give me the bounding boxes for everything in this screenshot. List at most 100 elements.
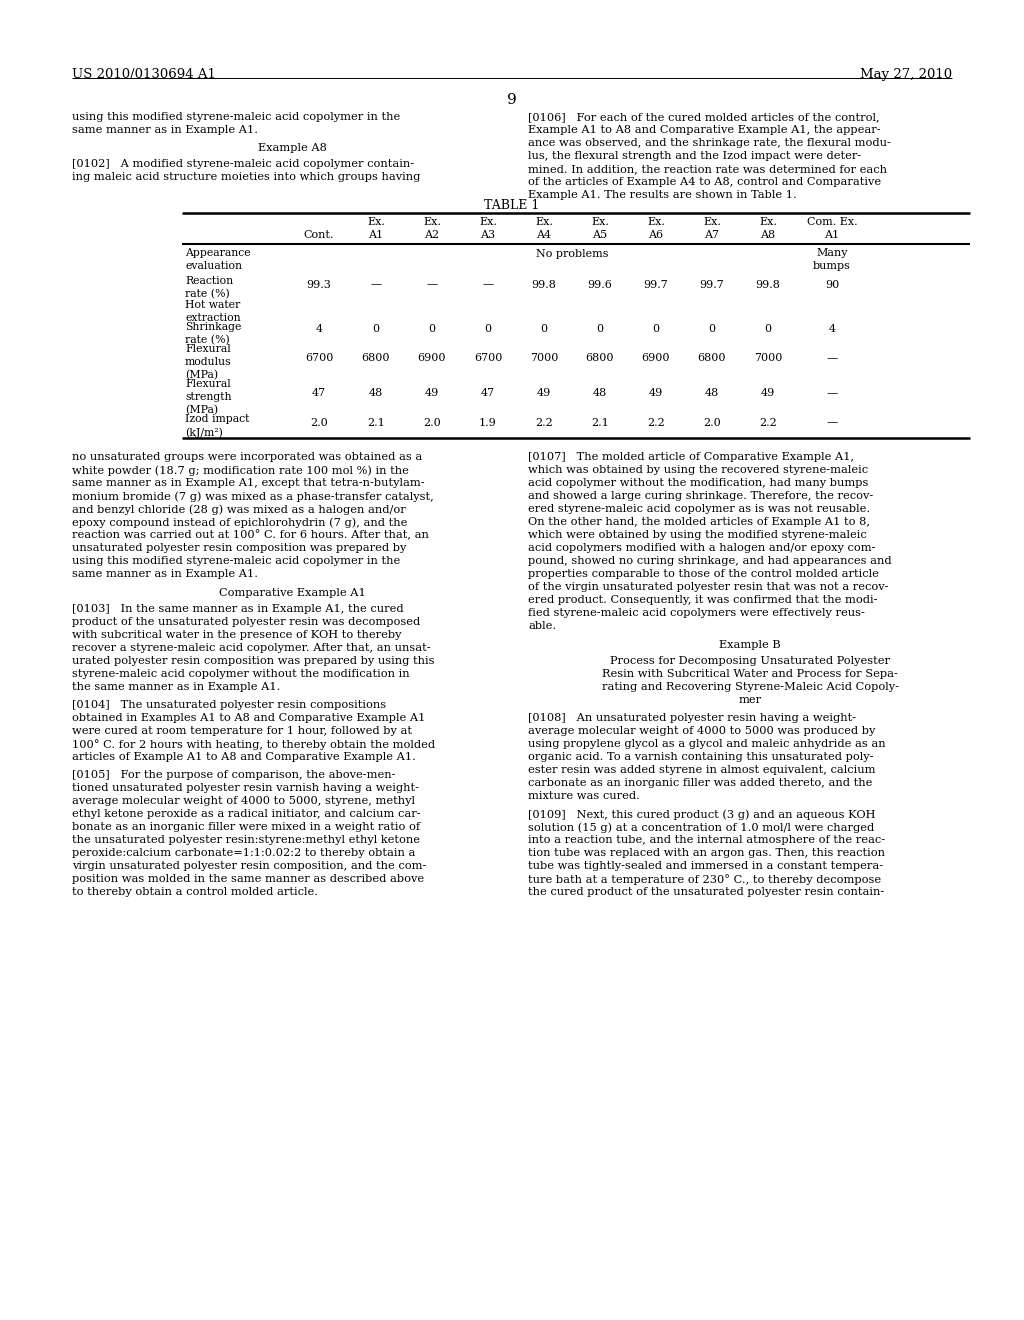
Text: 99.6: 99.6 xyxy=(588,280,612,289)
Text: [0109]   Next, this cured product (3 g) and an aqueous KOH: [0109] Next, this cured product (3 g) an… xyxy=(528,809,876,820)
Text: ethyl ketone peroxide as a radical initiator, and calcium car-: ethyl ketone peroxide as a radical initi… xyxy=(72,809,421,818)
Text: A2: A2 xyxy=(424,230,439,240)
Text: extraction: extraction xyxy=(185,313,241,323)
Text: 0: 0 xyxy=(484,325,492,334)
Text: (MPa): (MPa) xyxy=(185,370,218,380)
Text: A1: A1 xyxy=(824,230,840,240)
Text: 100° C. for 2 hours with heating, to thereby obtain the molded: 100° C. for 2 hours with heating, to the… xyxy=(72,739,435,750)
Text: Ex.: Ex. xyxy=(423,216,441,227)
Text: able.: able. xyxy=(528,620,556,631)
Text: (kJ/m²): (kJ/m²) xyxy=(185,426,223,437)
Text: US 2010/0130694 A1: US 2010/0130694 A1 xyxy=(72,69,216,81)
Text: articles of Example A1 to A8 and Comparative Example A1.: articles of Example A1 to A8 and Compara… xyxy=(72,752,416,762)
Text: [0107]   The molded article of Comparative Example A1,: [0107] The molded article of Comparative… xyxy=(528,451,854,462)
Text: A4: A4 xyxy=(537,230,552,240)
Text: —: — xyxy=(371,280,382,289)
Text: into a reaction tube, and the internal atmosphere of the reac-: into a reaction tube, and the internal a… xyxy=(528,836,885,845)
Text: same manner as in Example A1, except that tetra-n-butylam-: same manner as in Example A1, except tha… xyxy=(72,478,425,488)
Text: ered styrene-maleic acid copolymer as is was not reusable.: ered styrene-maleic acid copolymer as is… xyxy=(528,504,870,513)
Text: which were obtained by using the modified styrene-maleic: which were obtained by using the modifie… xyxy=(528,531,866,540)
Text: bumps: bumps xyxy=(813,261,851,271)
Text: 6800: 6800 xyxy=(361,352,390,363)
Text: obtained in Examples A1 to A8 and Comparative Example A1: obtained in Examples A1 to A8 and Compar… xyxy=(72,713,425,723)
Text: Com. Ex.: Com. Ex. xyxy=(807,216,857,227)
Text: lus, the flexural strength and the Izod impact were deter-: lus, the flexural strength and the Izod … xyxy=(528,150,861,161)
Text: using this modified styrene-maleic acid copolymer in the: using this modified styrene-maleic acid … xyxy=(72,112,400,121)
Text: Ex.: Ex. xyxy=(591,216,609,227)
Text: 6700: 6700 xyxy=(474,352,502,363)
Text: Ex.: Ex. xyxy=(479,216,497,227)
Text: urated polyester resin composition was prepared by using this: urated polyester resin composition was p… xyxy=(72,656,434,667)
Text: the cured product of the unsaturated polyester resin contain-: the cured product of the unsaturated pol… xyxy=(528,887,885,898)
Text: using this modified styrene-maleic acid copolymer in the: using this modified styrene-maleic acid … xyxy=(72,556,400,566)
Text: and showed a large curing shrinkage. Therefore, the recov-: and showed a large curing shrinkage. The… xyxy=(528,491,873,502)
Text: TABLE 1: TABLE 1 xyxy=(484,199,540,213)
Text: 0: 0 xyxy=(541,325,548,334)
Text: 99.3: 99.3 xyxy=(306,280,332,289)
Text: Process for Decomposing Unsaturated Polyester: Process for Decomposing Unsaturated Poly… xyxy=(610,656,890,667)
Text: strength: strength xyxy=(185,392,231,403)
Text: A1: A1 xyxy=(369,230,384,240)
Text: Shrinkage: Shrinkage xyxy=(185,322,242,333)
Text: (MPa): (MPa) xyxy=(185,405,218,416)
Text: reaction was carried out at 100° C. for 6 hours. After that, an: reaction was carried out at 100° C. for … xyxy=(72,531,429,541)
Text: On the other hand, the molded articles of Example A1 to 8,: On the other hand, the molded articles o… xyxy=(528,517,870,527)
Text: peroxide:calcium carbonate=1:1:0.02:2 to thereby obtain a: peroxide:calcium carbonate=1:1:0.02:2 to… xyxy=(72,847,416,858)
Text: tioned unsaturated polyester resin varnish having a weight-: tioned unsaturated polyester resin varni… xyxy=(72,783,419,793)
Text: [0106]   For each of the cured molded articles of the control,: [0106] For each of the cured molded arti… xyxy=(528,112,880,121)
Text: 49: 49 xyxy=(537,388,551,399)
Text: 49: 49 xyxy=(425,388,439,399)
Text: A7: A7 xyxy=(705,230,720,240)
Text: Example A8: Example A8 xyxy=(258,143,327,153)
Text: 99.8: 99.8 xyxy=(756,280,780,289)
Text: same manner as in Example A1.: same manner as in Example A1. xyxy=(72,125,258,135)
Text: modulus: modulus xyxy=(185,356,231,367)
Text: 6800: 6800 xyxy=(586,352,614,363)
Text: 0: 0 xyxy=(709,325,716,334)
Text: Izod impact: Izod impact xyxy=(185,414,250,424)
Text: 0: 0 xyxy=(373,325,380,334)
Text: rate (%): rate (%) xyxy=(185,335,229,346)
Text: the unsaturated polyester resin:styrene:methyl ethyl ketone: the unsaturated polyester resin:styrene:… xyxy=(72,836,420,845)
Text: of the articles of Example A4 to A8, control and Comparative: of the articles of Example A4 to A8, con… xyxy=(528,177,881,187)
Text: 6900: 6900 xyxy=(418,352,446,363)
Text: ered product. Consequently, it was confirmed that the modi-: ered product. Consequently, it was confi… xyxy=(528,595,878,605)
Text: 48: 48 xyxy=(369,388,383,399)
Text: Reaction: Reaction xyxy=(185,276,233,286)
Text: Ex.: Ex. xyxy=(703,216,721,227)
Text: Ex.: Ex. xyxy=(536,216,553,227)
Text: 99.7: 99.7 xyxy=(644,280,669,289)
Text: average molecular weight of 4000 to 5000, styrene, methyl: average molecular weight of 4000 to 5000… xyxy=(72,796,415,807)
Text: rating and Recovering Styrene-Maleic Acid Copoly-: rating and Recovering Styrene-Maleic Aci… xyxy=(601,682,898,692)
Text: tube was tightly-sealed and immersed in a constant tempera-: tube was tightly-sealed and immersed in … xyxy=(528,861,883,871)
Text: —: — xyxy=(826,417,838,428)
Text: Hot water: Hot water xyxy=(185,300,241,310)
Text: A6: A6 xyxy=(648,230,664,240)
Text: 47: 47 xyxy=(312,388,326,399)
Text: no unsaturated groups were incorporated was obtained as a: no unsaturated groups were incorporated … xyxy=(72,451,422,462)
Text: ance was observed, and the shrinkage rate, the flexural modu-: ance was observed, and the shrinkage rat… xyxy=(528,139,891,148)
Text: 6900: 6900 xyxy=(642,352,671,363)
Text: 2.2: 2.2 xyxy=(536,417,553,428)
Text: monium bromide (7 g) was mixed as a phase-transfer catalyst,: monium bromide (7 g) was mixed as a phas… xyxy=(72,491,434,502)
Text: ester resin was added styrene in almost equivalent, calcium: ester resin was added styrene in almost … xyxy=(528,766,876,775)
Text: Appearance: Appearance xyxy=(185,248,251,257)
Text: Flexural: Flexural xyxy=(185,379,230,389)
Text: product of the unsaturated polyester resin was decomposed: product of the unsaturated polyester res… xyxy=(72,616,420,627)
Text: evaluation: evaluation xyxy=(185,261,242,271)
Text: 48: 48 xyxy=(593,388,607,399)
Text: 4: 4 xyxy=(315,325,323,334)
Text: 0: 0 xyxy=(596,325,603,334)
Text: tion tube was replaced with an argon gas. Then, this reaction: tion tube was replaced with an argon gas… xyxy=(528,847,885,858)
Text: which was obtained by using the recovered styrene-maleic: which was obtained by using the recovere… xyxy=(528,465,868,475)
Text: and benzyl chloride (28 g) was mixed as a halogen and/or: and benzyl chloride (28 g) was mixed as … xyxy=(72,504,406,515)
Text: No problems: No problems xyxy=(536,249,608,259)
Text: 7000: 7000 xyxy=(529,352,558,363)
Text: 99.7: 99.7 xyxy=(699,280,724,289)
Text: 2.2: 2.2 xyxy=(647,417,665,428)
Text: unsaturated polyester resin composition was prepared by: unsaturated polyester resin composition … xyxy=(72,543,407,553)
Text: acid copolymer without the modification, had many bumps: acid copolymer without the modification,… xyxy=(528,478,868,488)
Text: Ex.: Ex. xyxy=(759,216,777,227)
Text: recover a styrene-maleic acid copolymer. After that, an unsat-: recover a styrene-maleic acid copolymer.… xyxy=(72,643,431,653)
Text: Example A1 to A8 and Comparative Example A1, the appear-: Example A1 to A8 and Comparative Example… xyxy=(528,125,881,135)
